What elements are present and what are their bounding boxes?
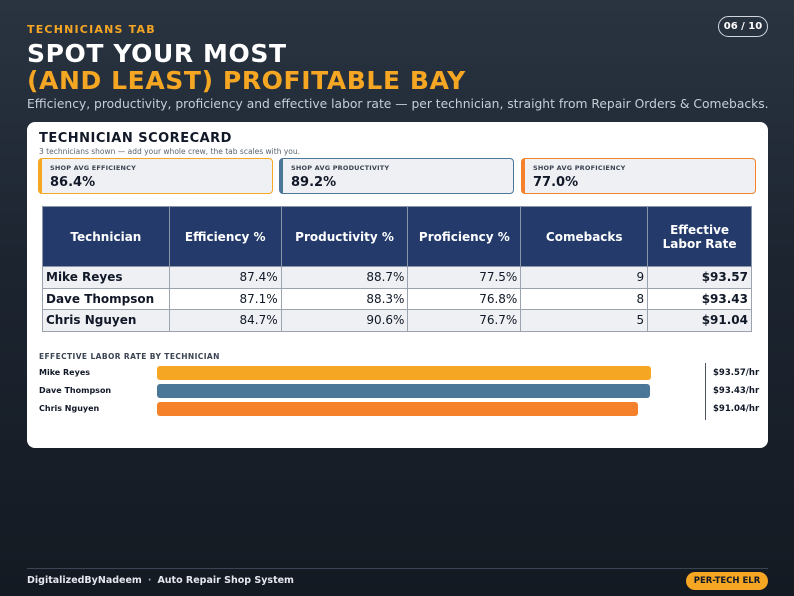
bar-label: Dave Thompson [39,386,112,395]
table-row: Chris Nguyen 84.7% 90.6% 76.7% 5 $91.04 [42,309,752,332]
table-row: Dave Thompson 87.1% 88.3% 76.8% 8 $93.43 [42,287,752,310]
footer-product: Auto Repair Shop System [157,575,294,586]
kpi-efficiency: SHOP AVG EFFICIENCY 86.4% [38,158,273,194]
kpi-efficiency-value: 86.4% [50,175,96,190]
cell-efficiency: 87.1% [168,287,282,310]
cell-productivity: 90.6% [280,309,409,332]
scorecard-subtitle: 3 technicians shown — add your whole cre… [39,147,300,156]
page-subtitle: Efficiency, productivity, proficiency an… [27,97,769,111]
table-row: Mike Reyes 87.4% 88.7% 77.5% 9 $93.57 [42,266,752,289]
bar-track [157,366,677,380]
bar-chart-title: EFFECTIVE LABOR RATE BY TECHNICIAN [39,352,220,361]
footer-text: DigitalizedByNadeem · Auto Repair Shop Sys… [27,575,294,586]
cell-productivity: 88.3% [280,287,409,310]
cell-proficiency: 76.7% [407,309,522,332]
table-header-row: Technician Efficiency % Productivity % P… [42,206,752,267]
col-header-productivity: Productivity % [280,206,409,267]
bar-row: Mike Reyes $93.57/hr [27,366,768,380]
col-header-proficiency: Proficiency % [407,206,522,267]
footer-divider [27,568,768,569]
scorecard-card: TECHNICIAN SCORECARD 3 technicians shown… [27,122,768,448]
col-header-elr: Effective Labor Rate [647,206,752,267]
cell-efficiency: 87.4% [168,266,282,289]
footer-brand: DigitalizedByNadeem [27,575,142,586]
cell-proficiency: 77.5% [407,266,522,289]
kpi-proficiency: SHOP AVG PROFICIENCY 77.0% [521,158,756,194]
bar-label: Mike Reyes [39,368,91,377]
cell-elr: $93.43 [647,287,752,310]
cell-comebacks: 9 [520,266,649,289]
footer-separator: · [147,575,152,586]
bar-row: Chris Nguyen $91.04/hr [27,402,768,416]
cell-comebacks: 8 [520,287,649,310]
page-indicator: 06 / 10 [718,16,768,37]
kpi-proficiency-label: SHOP AVG PROFICIENCY [533,164,626,172]
kpi-proficiency-value: 77.0% [533,175,579,190]
cell-elr: $93.57 [647,266,752,289]
page-title: SPOT YOUR MOST (AND LEAST) PROFITABLE BA… [27,40,466,94]
bar-row: Dave Thompson $93.43/hr [27,384,768,398]
kpi-productivity: SHOP AVG PRODUCTIVITY 89.2% [279,158,514,194]
section-tag: TECHNICIANS TAB [27,23,156,36]
cell-technician: Dave Thompson [42,287,170,310]
page-title-line1: SPOT YOUR MOST [27,39,287,68]
footer-badge: PER-TECH ELR [686,572,768,590]
bar-track [157,402,677,416]
col-header-comebacks: Comebacks [520,206,649,267]
cell-technician: Mike Reyes [42,266,170,289]
bar [157,366,651,380]
cell-efficiency: 84.7% [168,309,282,332]
bar-value-label: $93.57/hr [713,368,760,378]
col-header-technician: Technician [42,206,170,267]
kpi-efficiency-label: SHOP AVG EFFICIENCY [50,164,136,172]
cell-technician: Chris Nguyen [42,309,170,332]
bar [157,402,638,416]
bar-track [157,384,677,398]
kpi-productivity-label: SHOP AVG PRODUCTIVITY [291,164,390,172]
cell-proficiency: 76.8% [407,287,522,310]
kpi-productivity-value: 89.2% [291,175,337,190]
bar-value-label: $93.43/hr [713,386,760,396]
cell-elr: $91.04 [647,309,752,332]
technician-table: Technician Efficiency % Productivity % P… [42,206,752,332]
bar-value-label: $91.04/hr [713,404,760,414]
page-title-line2: (AND LEAST) PROFITABLE BAY [27,66,466,95]
bar [157,384,650,398]
bar-label: Chris Nguyen [39,404,100,413]
scorecard-title: TECHNICIAN SCORECARD [39,131,232,146]
bar-chart-divider [705,363,706,420]
cell-comebacks: 5 [520,309,649,332]
col-header-efficiency: Efficiency % [168,206,282,267]
cell-productivity: 88.7% [280,266,409,289]
